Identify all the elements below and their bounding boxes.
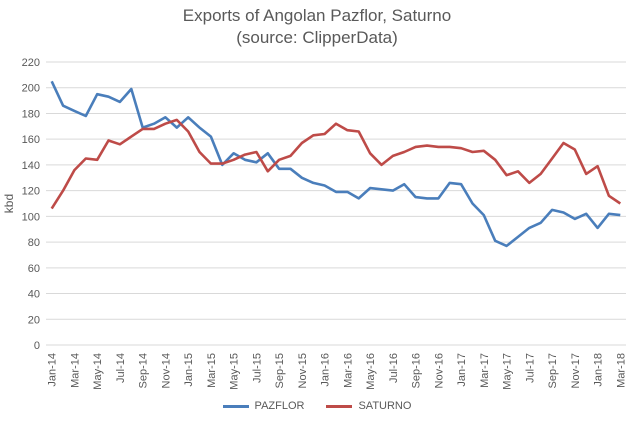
legend-label-saturno: SATURNO bbox=[358, 400, 412, 412]
x-tick-label: Sep-17 bbox=[547, 353, 559, 388]
x-tick-label: Nov-17 bbox=[570, 353, 582, 388]
x-tick-label: May-17 bbox=[502, 353, 514, 390]
y-tick-label: 60 bbox=[28, 263, 40, 275]
y-tick-label: 0 bbox=[34, 340, 40, 352]
x-tick-label: May-15 bbox=[229, 353, 241, 390]
x-tick-label: May-16 bbox=[365, 353, 377, 390]
x-tick-label: Jul-15 bbox=[251, 353, 263, 383]
x-tick-label: Jan-15 bbox=[183, 353, 195, 387]
gridlines bbox=[46, 61, 626, 346]
x-tick-label: Nov-16 bbox=[433, 353, 445, 388]
x-tick-label: Sep-16 bbox=[411, 353, 423, 388]
x-tick-label: Mar-17 bbox=[479, 353, 491, 388]
x-tick-label: Jan-18 bbox=[593, 353, 605, 387]
y-axis-label: kbd bbox=[2, 194, 16, 213]
legend-label-pazflor: PAZFLOR bbox=[254, 400, 305, 412]
chart-title: Exports of Angolan Pazflor, Saturno bbox=[182, 6, 452, 25]
x-tick-label: Nov-14 bbox=[160, 353, 172, 388]
legend-swatch-pazflor bbox=[222, 404, 249, 408]
y-tick-label: 100 bbox=[22, 211, 40, 223]
series-line-pazflor bbox=[50, 80, 621, 248]
y-tick-label: 80 bbox=[28, 237, 40, 249]
y-tick-label: 20 bbox=[28, 314, 40, 326]
legend-item-saturno: SATURNO bbox=[326, 400, 411, 412]
y-tick-label: 120 bbox=[22, 186, 40, 198]
x-tick-label: Nov-15 bbox=[297, 353, 309, 388]
y-tick-label: 200 bbox=[22, 83, 40, 95]
series-lines bbox=[50, 80, 622, 248]
x-tick-label: Jan-14 bbox=[47, 353, 59, 387]
y-tick-label: 180 bbox=[22, 108, 40, 120]
legend-item-pazflor: PAZFLOR bbox=[222, 400, 305, 412]
x-tick-label: Jan-17 bbox=[456, 353, 468, 387]
chart-subtitle: (source: ClipperData) bbox=[236, 28, 398, 47]
y-tick-label: 220 bbox=[22, 57, 40, 69]
x-tick-label: Sep-15 bbox=[274, 353, 286, 388]
y-tick-label: 160 bbox=[22, 134, 40, 146]
y-axis-ticks: 0 20 40 60 80 100 120 140 160 180 200 220 bbox=[22, 57, 40, 352]
x-tick-label: Mar-15 bbox=[206, 353, 218, 388]
x-tick-label: Jul-14 bbox=[115, 353, 127, 383]
x-tick-label: Jan-16 bbox=[320, 353, 332, 387]
y-tick-label: 40 bbox=[28, 289, 40, 301]
x-tick-label: Mar-14 bbox=[69, 353, 81, 388]
x-tick-label: May-14 bbox=[92, 353, 104, 390]
x-tick-label: Jul-16 bbox=[388, 353, 400, 383]
x-tick-label: Jul-17 bbox=[524, 353, 536, 383]
x-tick-label: Mar-16 bbox=[342, 353, 354, 388]
y-tick-label: 140 bbox=[22, 160, 40, 172]
series-line-saturno bbox=[50, 118, 622, 210]
legend: PAZFLOR SATURNO bbox=[0, 400, 634, 412]
x-tick-label: Sep-14 bbox=[138, 353, 150, 388]
x-tick-label: Mar-18 bbox=[615, 353, 627, 388]
legend-swatch-saturno bbox=[326, 404, 353, 408]
x-axis-ticks: Jan-14 Mar-14 May-14 Jul-14 Sep-14 Nov-14 Jan-… bbox=[47, 353, 628, 390]
